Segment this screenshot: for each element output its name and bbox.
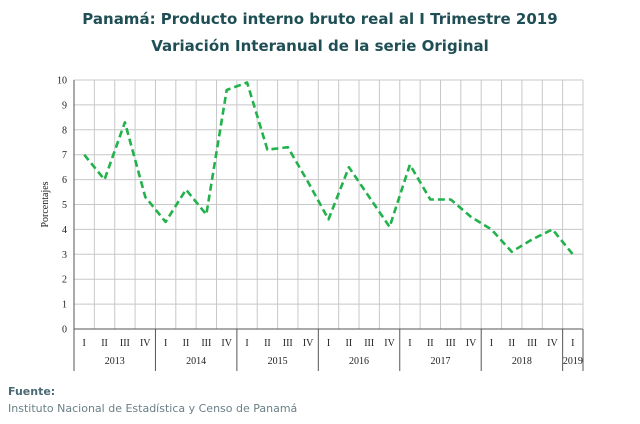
x-quarter-label: III xyxy=(527,338,537,349)
x-quarter-label: I xyxy=(164,338,167,349)
x-year-label: 2015 xyxy=(268,356,288,367)
x-quarter-label: III xyxy=(120,338,130,349)
y-tick-label: 7 xyxy=(62,150,67,161)
x-quarter-label: III xyxy=(201,338,211,349)
y-tick-label: 3 xyxy=(62,250,67,261)
y-tick-label: 6 xyxy=(62,175,67,186)
source-label: Fuente: xyxy=(8,385,56,398)
x-quarter-label: I xyxy=(571,338,574,349)
y-tick-label: 9 xyxy=(62,100,67,111)
x-year-label: 2019 xyxy=(563,356,583,367)
x-quarter-label: I xyxy=(327,338,330,349)
grid-lines xyxy=(73,79,584,330)
chart-title: Panamá: Producto interno bruto real al I… xyxy=(82,10,558,28)
x-quarter-label: IV xyxy=(221,338,232,349)
chart-subtitle: Variación Interanual de la serie Origina… xyxy=(151,37,489,55)
x-quarter-label: III xyxy=(364,338,374,349)
x-year-label: 2017 xyxy=(430,356,450,367)
y-tick-label: 0 xyxy=(62,325,67,336)
x-quarter-label: IV xyxy=(384,338,395,349)
x-quarter-label: II xyxy=(183,338,190,349)
x-year-label: 2013 xyxy=(105,356,125,367)
series-line xyxy=(83,81,574,256)
y-axis-label: Porcentajes xyxy=(40,181,51,227)
y-tick-label: 8 xyxy=(62,125,67,136)
x-quarter-label: I xyxy=(245,338,248,349)
y-tick-label: 1 xyxy=(62,300,67,311)
x-quarter-label: II xyxy=(346,338,353,349)
y-tick-label: 10 xyxy=(57,76,67,87)
source-text: Instituto Nacional de Estadística y Cens… xyxy=(8,402,298,415)
x-quarter-label: III xyxy=(446,338,456,349)
y-tick-label: 5 xyxy=(62,200,67,211)
x-quarter-label: I xyxy=(490,338,493,349)
x-year-label: 2014 xyxy=(186,356,206,367)
x-category-labels: I II III IV I II III IV I II III IV I II III IV I II III IV… xyxy=(83,338,583,367)
x-quarter-label: I xyxy=(83,338,86,349)
x-quarter-label: IV xyxy=(303,338,314,349)
x-quarter-label: I xyxy=(408,338,411,349)
x-quarter-label: III xyxy=(283,338,293,349)
y-tick-label: 2 xyxy=(62,275,67,286)
y-tick-labels: 0 1 2 3 4 5 6 7 8 9 10 xyxy=(57,76,67,336)
x-quarter-label: IV xyxy=(466,338,477,349)
x-year-label: 2016 xyxy=(349,356,369,367)
x-quarter-label: IV xyxy=(140,338,151,349)
y-tick-label: 4 xyxy=(62,225,67,236)
axes xyxy=(73,80,584,371)
x-quarter-label: II xyxy=(101,338,108,349)
x-quarter-label: II xyxy=(264,338,271,349)
x-quarter-label: II xyxy=(508,338,515,349)
x-quarter-label: II xyxy=(427,338,434,349)
x-year-label: 2018 xyxy=(512,356,532,367)
x-quarter-label: IV xyxy=(547,338,558,349)
